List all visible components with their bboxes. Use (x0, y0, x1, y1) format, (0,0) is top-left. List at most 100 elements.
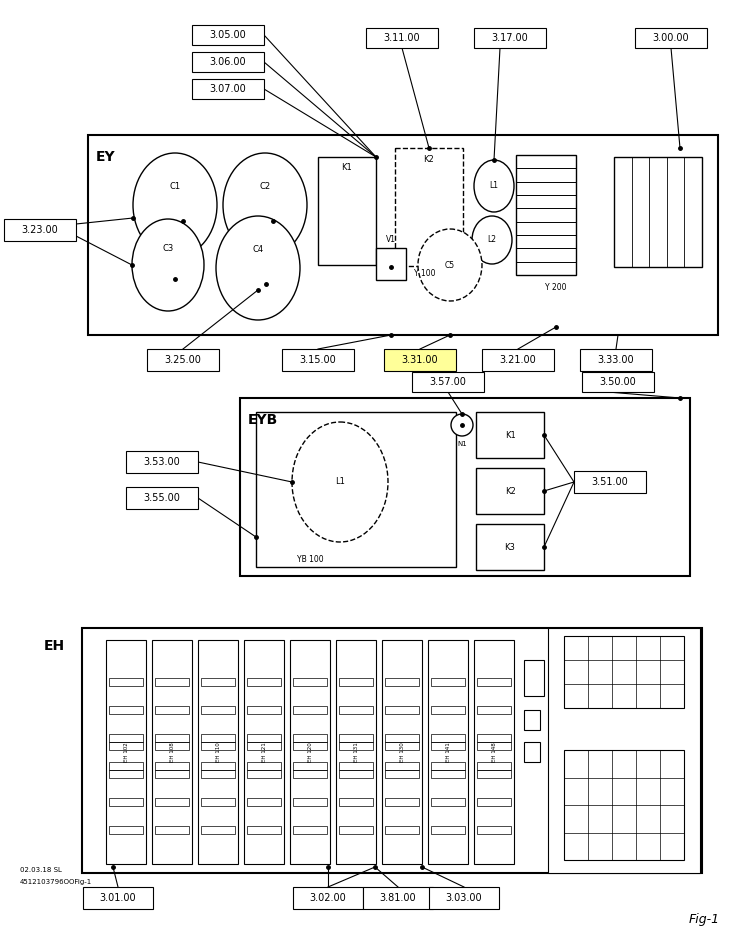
Bar (385, 770, 419, 778)
Bar (385, 706, 419, 714)
Bar (431, 742, 465, 750)
Bar (106, 640, 146, 864)
Text: V1: V1 (386, 235, 396, 244)
Bar (201, 742, 235, 750)
Text: L1: L1 (335, 478, 345, 486)
Bar (293, 798, 327, 806)
Text: 3.21.00: 3.21.00 (500, 355, 536, 365)
Bar (431, 798, 465, 806)
Text: 3.00.00: 3.00.00 (653, 33, 689, 43)
Bar (477, 762, 511, 770)
Ellipse shape (472, 216, 512, 264)
Bar (564, 750, 684, 860)
Bar (336, 640, 376, 864)
Ellipse shape (216, 216, 300, 320)
Text: EY: EY (96, 150, 116, 164)
Bar (339, 678, 373, 686)
Bar (431, 734, 465, 742)
Bar (201, 678, 235, 686)
Text: 3.25.00: 3.25.00 (164, 355, 202, 365)
Text: 3.33.00: 3.33.00 (598, 355, 634, 365)
Bar (339, 742, 373, 750)
Bar (385, 798, 419, 806)
Bar (339, 798, 373, 806)
Bar (109, 734, 143, 742)
Ellipse shape (474, 160, 514, 212)
Bar (152, 640, 192, 864)
Bar (201, 734, 235, 742)
Bar (339, 706, 373, 714)
Bar (198, 640, 238, 864)
Text: EH 148: EH 148 (492, 742, 497, 762)
Text: 3.01.00: 3.01.00 (99, 893, 136, 903)
Bar (155, 678, 189, 686)
Bar (109, 742, 143, 750)
Bar (201, 770, 235, 778)
Bar (192, 25, 264, 45)
Bar (83, 887, 153, 909)
Bar (293, 734, 327, 742)
Bar (247, 706, 281, 714)
Text: 3.05.00: 3.05.00 (210, 30, 247, 40)
Bar (474, 28, 546, 48)
Bar (385, 678, 419, 686)
Bar (192, 79, 264, 99)
Text: C1: C1 (170, 182, 181, 191)
Bar (293, 887, 363, 909)
Bar (477, 826, 511, 834)
Bar (614, 157, 702, 267)
Bar (293, 826, 327, 834)
Bar (247, 734, 281, 742)
Text: 4512103796OOFig-1: 4512103796OOFig-1 (20, 879, 92, 885)
Bar (476, 524, 544, 570)
Text: K2: K2 (505, 486, 515, 496)
Text: 3.57.00: 3.57.00 (430, 377, 466, 387)
Bar (293, 762, 327, 770)
Bar (477, 706, 511, 714)
Bar (155, 770, 189, 778)
Bar (155, 742, 189, 750)
Text: 3.02.00: 3.02.00 (309, 893, 347, 903)
Bar (247, 762, 281, 770)
Text: N1: N1 (457, 441, 467, 447)
Text: Fig-1: Fig-1 (689, 914, 720, 926)
Bar (155, 734, 189, 742)
Bar (318, 157, 376, 265)
Text: L1: L1 (489, 181, 498, 191)
Text: K1: K1 (505, 430, 515, 440)
Text: EH 102: EH 102 (123, 742, 128, 762)
Text: 3.15.00: 3.15.00 (300, 355, 336, 365)
Text: YB 100: YB 100 (297, 556, 323, 564)
Bar (293, 770, 327, 778)
Text: 02.03.18 SL: 02.03.18 SL (20, 867, 62, 873)
Ellipse shape (292, 422, 388, 542)
Bar (201, 826, 235, 834)
Text: EH 141: EH 141 (445, 742, 450, 762)
Bar (548, 628, 700, 873)
Text: 3.81.00: 3.81.00 (379, 893, 416, 903)
Bar (247, 678, 281, 686)
Bar (126, 487, 198, 509)
Bar (516, 155, 576, 275)
Bar (474, 640, 514, 864)
Bar (385, 762, 419, 770)
Text: Y 200: Y 200 (545, 282, 567, 292)
Bar (384, 349, 456, 371)
Text: 3.53.00: 3.53.00 (143, 457, 180, 467)
Bar (477, 678, 511, 686)
Bar (376, 248, 406, 280)
Bar (293, 706, 327, 714)
Bar (192, 52, 264, 72)
Bar (109, 770, 143, 778)
Ellipse shape (133, 153, 217, 257)
Bar (247, 826, 281, 834)
Text: EYB: EYB (248, 413, 278, 427)
Bar (290, 640, 330, 864)
Text: 3.23.00: 3.23.00 (22, 225, 58, 235)
Bar (431, 762, 465, 770)
Bar (382, 640, 422, 864)
Bar (155, 826, 189, 834)
Text: 3.31.00: 3.31.00 (402, 355, 438, 365)
Bar (282, 349, 354, 371)
Bar (293, 742, 327, 750)
